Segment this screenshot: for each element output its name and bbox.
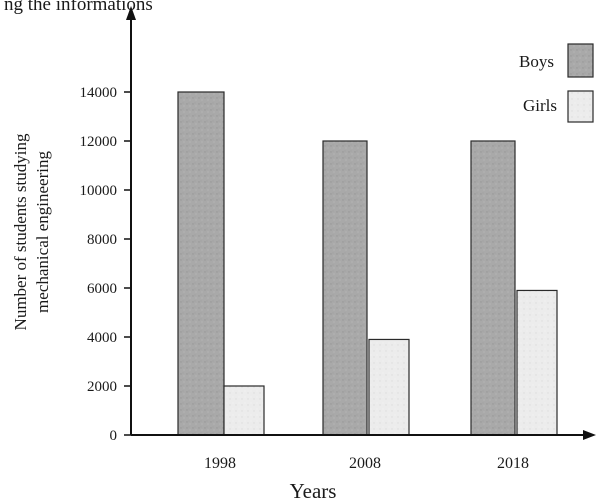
bar-boys-2008: [322, 140, 368, 436]
y-tick-label: 0: [110, 428, 118, 444]
y-ticks: 0 2000 4000 6000 8000 10000 12000 14000: [80, 85, 131, 444]
x-tick-label: 2008: [349, 455, 381, 472]
header-fragment: ng the informations: [4, 0, 153, 15]
y-axis-arrowhead: [126, 6, 136, 20]
bar-girls-2018: [516, 289, 558, 436]
y-tick-label: 14000: [80, 85, 118, 101]
legend-swatch-girls: [567, 90, 594, 123]
legend-label-girls: Girls: [523, 96, 557, 115]
bar-girls-2008: [368, 338, 410, 436]
x-axis-arrowhead: [583, 430, 596, 440]
y-axis-label-line-2: mechanical engineering: [33, 151, 52, 313]
bar-girls-1998: [223, 385, 265, 436]
y-tick-label: 2000: [87, 379, 117, 395]
x-tick-label: 1998: [204, 455, 236, 472]
y-tick-label: 6000: [87, 281, 117, 297]
y-tick-label: 8000: [87, 232, 117, 248]
x-tick-label: 2018: [497, 455, 529, 472]
y-tick-label: 10000: [80, 183, 118, 199]
x-axis-label: Years: [290, 479, 337, 503]
legend-label-boys: Boys: [519, 52, 554, 71]
y-tick-label: 12000: [80, 134, 118, 150]
bars: [177, 91, 558, 436]
bar-boys-2018: [470, 140, 516, 436]
axes: [126, 6, 596, 440]
y-tick-label: 4000: [87, 330, 117, 346]
legend: Boys Girls: [519, 43, 594, 123]
x-tick-labels: 1998 2008 2018: [204, 455, 529, 472]
legend-swatch-boys: [567, 43, 594, 78]
y-axis-label: Number of students studying mechanical e…: [11, 133, 52, 330]
bar-boys-1998: [177, 91, 225, 436]
y-axis-label-line-1: Number of students studying: [11, 133, 30, 330]
